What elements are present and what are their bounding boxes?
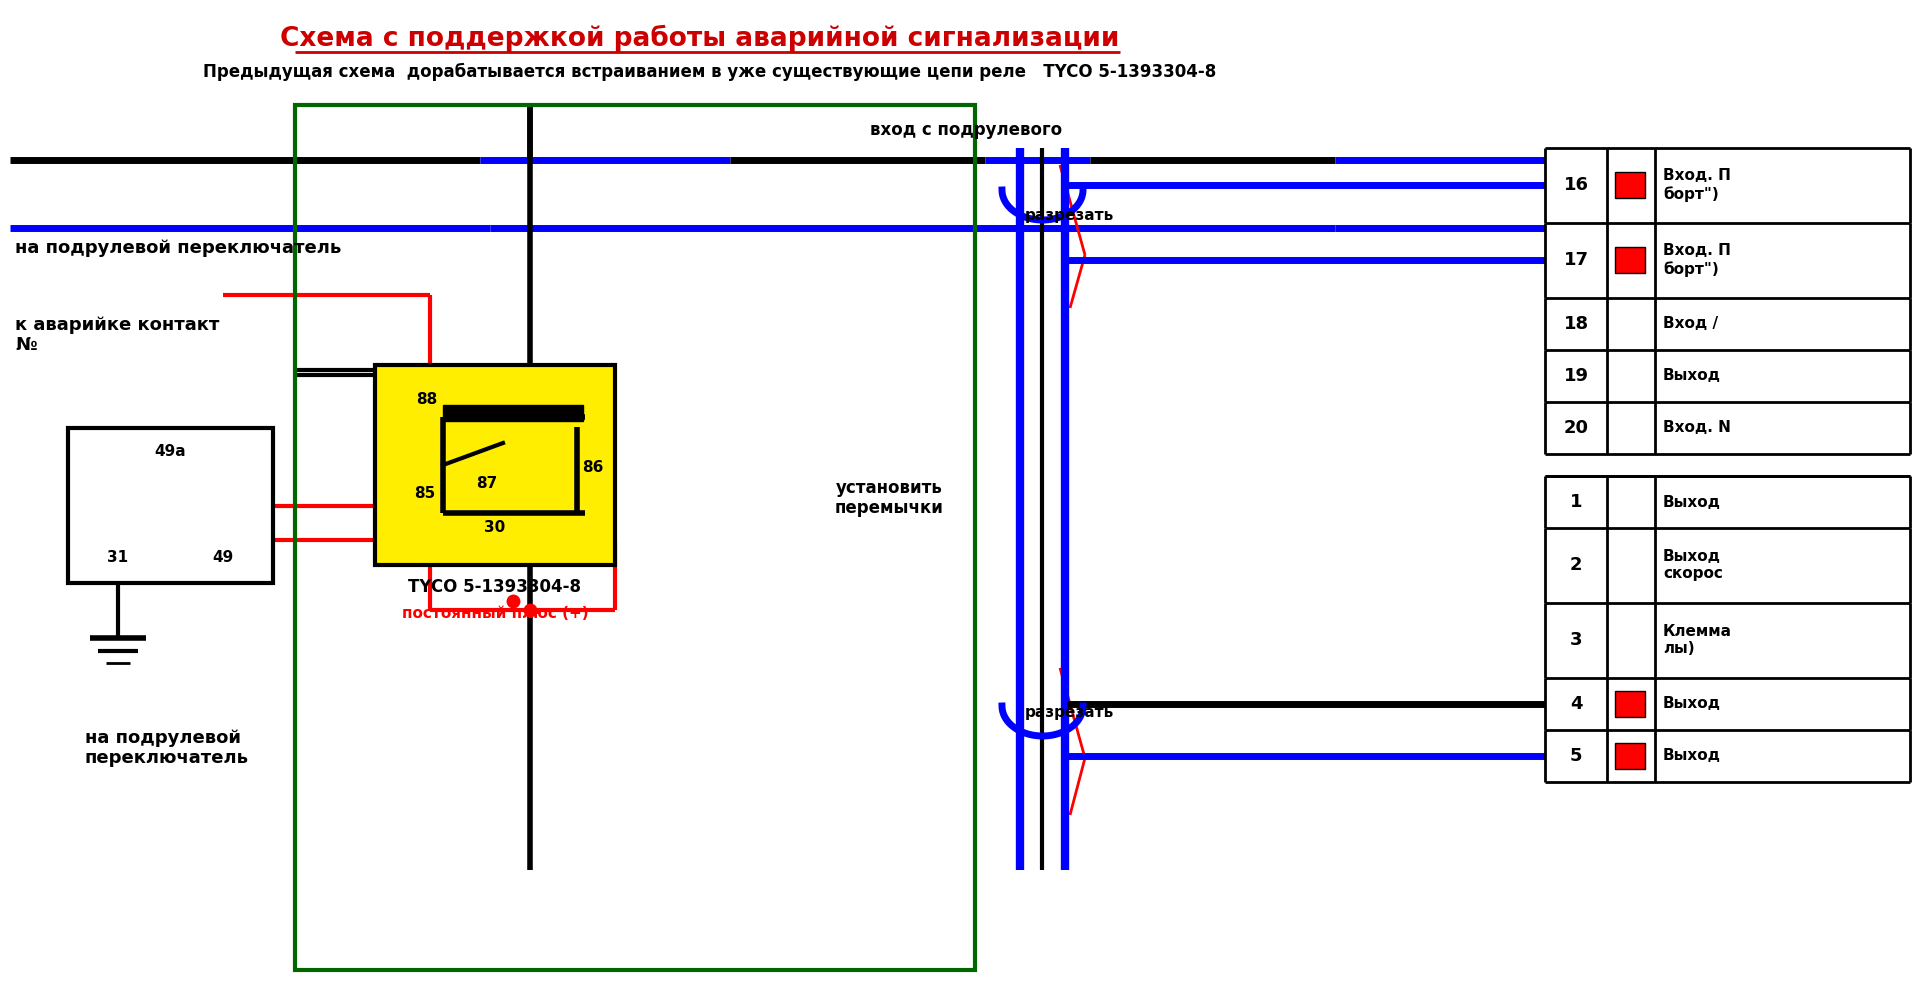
Text: 87: 87 (476, 475, 497, 490)
Text: разрезать: разрезать (1025, 705, 1114, 720)
Text: Выход: Выход (1663, 748, 1720, 763)
Text: 19: 19 (1563, 367, 1588, 385)
Text: 49: 49 (213, 551, 234, 566)
Text: Вход. N: Вход. N (1663, 420, 1730, 435)
Text: Выход: Выход (1663, 494, 1720, 510)
Text: Выход: Выход (1663, 697, 1720, 712)
Text: Предыдущая схема  дорабатывается встраиванием в уже существующие цепи реле   TYC: Предыдущая схема дорабатывается встраива… (204, 63, 1217, 81)
Text: 5: 5 (1571, 747, 1582, 765)
Text: 88: 88 (417, 392, 438, 407)
Text: установить
перемычки: установить перемычки (835, 479, 945, 517)
Text: 18: 18 (1563, 315, 1588, 333)
Text: 17: 17 (1563, 251, 1588, 269)
Text: 31: 31 (108, 551, 129, 566)
Text: 20: 20 (1563, 419, 1588, 437)
Text: Выход: Выход (1663, 368, 1720, 383)
Text: вход с подрулевого: вход с подрулевого (870, 121, 1062, 139)
Text: 30: 30 (484, 520, 505, 535)
Bar (296, 105, 975, 970)
Text: 49а: 49а (154, 444, 186, 459)
Text: TYCO 5-1393304-8: TYCO 5-1393304-8 (409, 578, 582, 596)
Bar (374, 365, 614, 565)
Text: на подрулевой
переключатель: на подрулевой переключатель (84, 729, 250, 767)
Text: 16: 16 (1563, 176, 1588, 194)
Text: 4: 4 (1571, 695, 1582, 713)
Bar (1615, 172, 1645, 198)
Text: 2: 2 (1571, 556, 1582, 574)
Bar (1615, 247, 1645, 273)
Text: Схема с поддержкой работы аварийной сигнализации: Схема с поддержкой работы аварийной сигн… (280, 24, 1119, 52)
Text: Вход. П
борт"): Вход. П борт") (1663, 244, 1730, 276)
Bar (1615, 691, 1645, 717)
Text: 1: 1 (1571, 493, 1582, 511)
Text: на подрулевой переключатель: на подрулевой переключатель (15, 239, 342, 257)
Text: Вход /: Вход / (1663, 316, 1718, 331)
Text: Вход. П
борт"): Вход. П борт") (1663, 169, 1730, 202)
Text: 3: 3 (1571, 631, 1582, 649)
Text: Выход
скорос: Выход скорос (1663, 549, 1722, 581)
Bar (444, 405, 584, 421)
Text: Клемма
лы): Клемма лы) (1663, 624, 1732, 657)
Text: разрезать: разрезать (1025, 208, 1114, 223)
Text: постоянный плюс (+): постоянный плюс (+) (401, 606, 588, 621)
Bar (67, 428, 273, 583)
Bar (1615, 743, 1645, 769)
Text: 85: 85 (415, 485, 436, 501)
Text: к аварийке контакт
№: к аварийке контакт № (15, 315, 219, 354)
Text: 86: 86 (582, 459, 603, 474)
